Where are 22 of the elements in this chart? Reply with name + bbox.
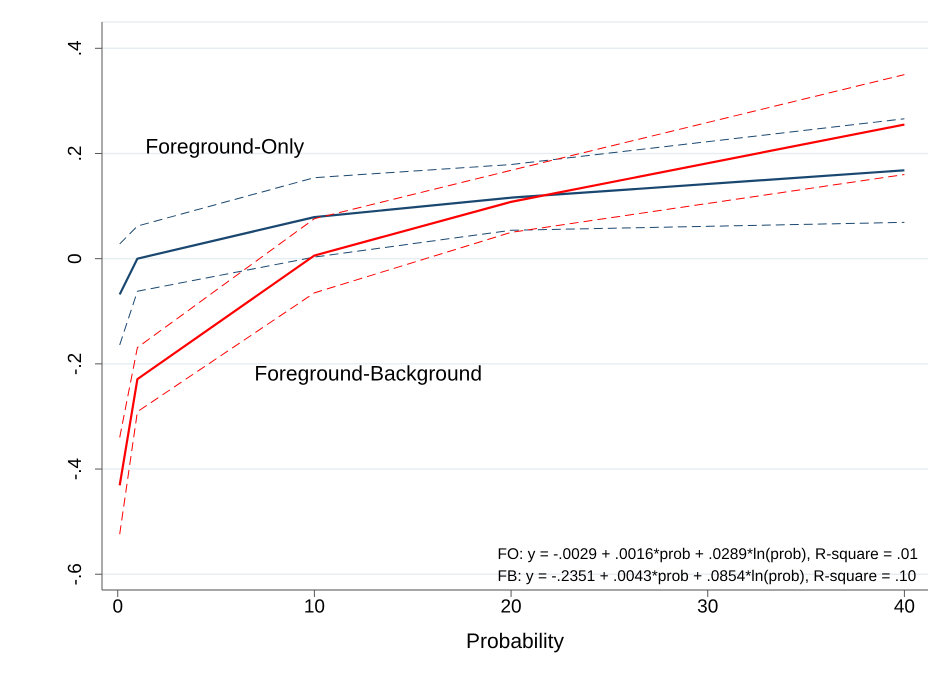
text: Foreground-Background — [254, 362, 482, 386]
text: Foreground-Only — [145, 136, 305, 159]
x-tick-label: 40 — [894, 596, 915, 618]
line-series — [119, 118, 905, 244]
line-series — [118, 169, 906, 296]
line-series — [119, 74, 905, 438]
annotation: FO: y = -.0029 + .0016*prob + .0289*ln(prob), R-square = .01 — [498, 545, 918, 565]
line-series — [119, 174, 905, 535]
x-tick-label: 20 — [500, 596, 522, 618]
line-series — [118, 123, 906, 486]
x-tick-label: 30 — [697, 596, 718, 618]
y-tick-label: -.2 — [65, 352, 86, 375]
x-axis-title: Probability — [466, 630, 565, 653]
y-tick-label: -.6 — [65, 563, 86, 586]
y-tick-label: .4 — [65, 40, 86, 56]
y-tick-label: -.4 — [65, 458, 86, 480]
y-tick-label: .2 — [65, 146, 86, 162]
annotation: FB: y = -.2351 + .0043*prob + .0854*ln(prob), R-square = .10 — [498, 567, 918, 587]
y-tick-label: 0 — [65, 253, 86, 264]
x-tick-label: 10 — [304, 596, 325, 618]
line-series — [119, 222, 905, 346]
x-tick-label: 0 — [112, 596, 124, 618]
